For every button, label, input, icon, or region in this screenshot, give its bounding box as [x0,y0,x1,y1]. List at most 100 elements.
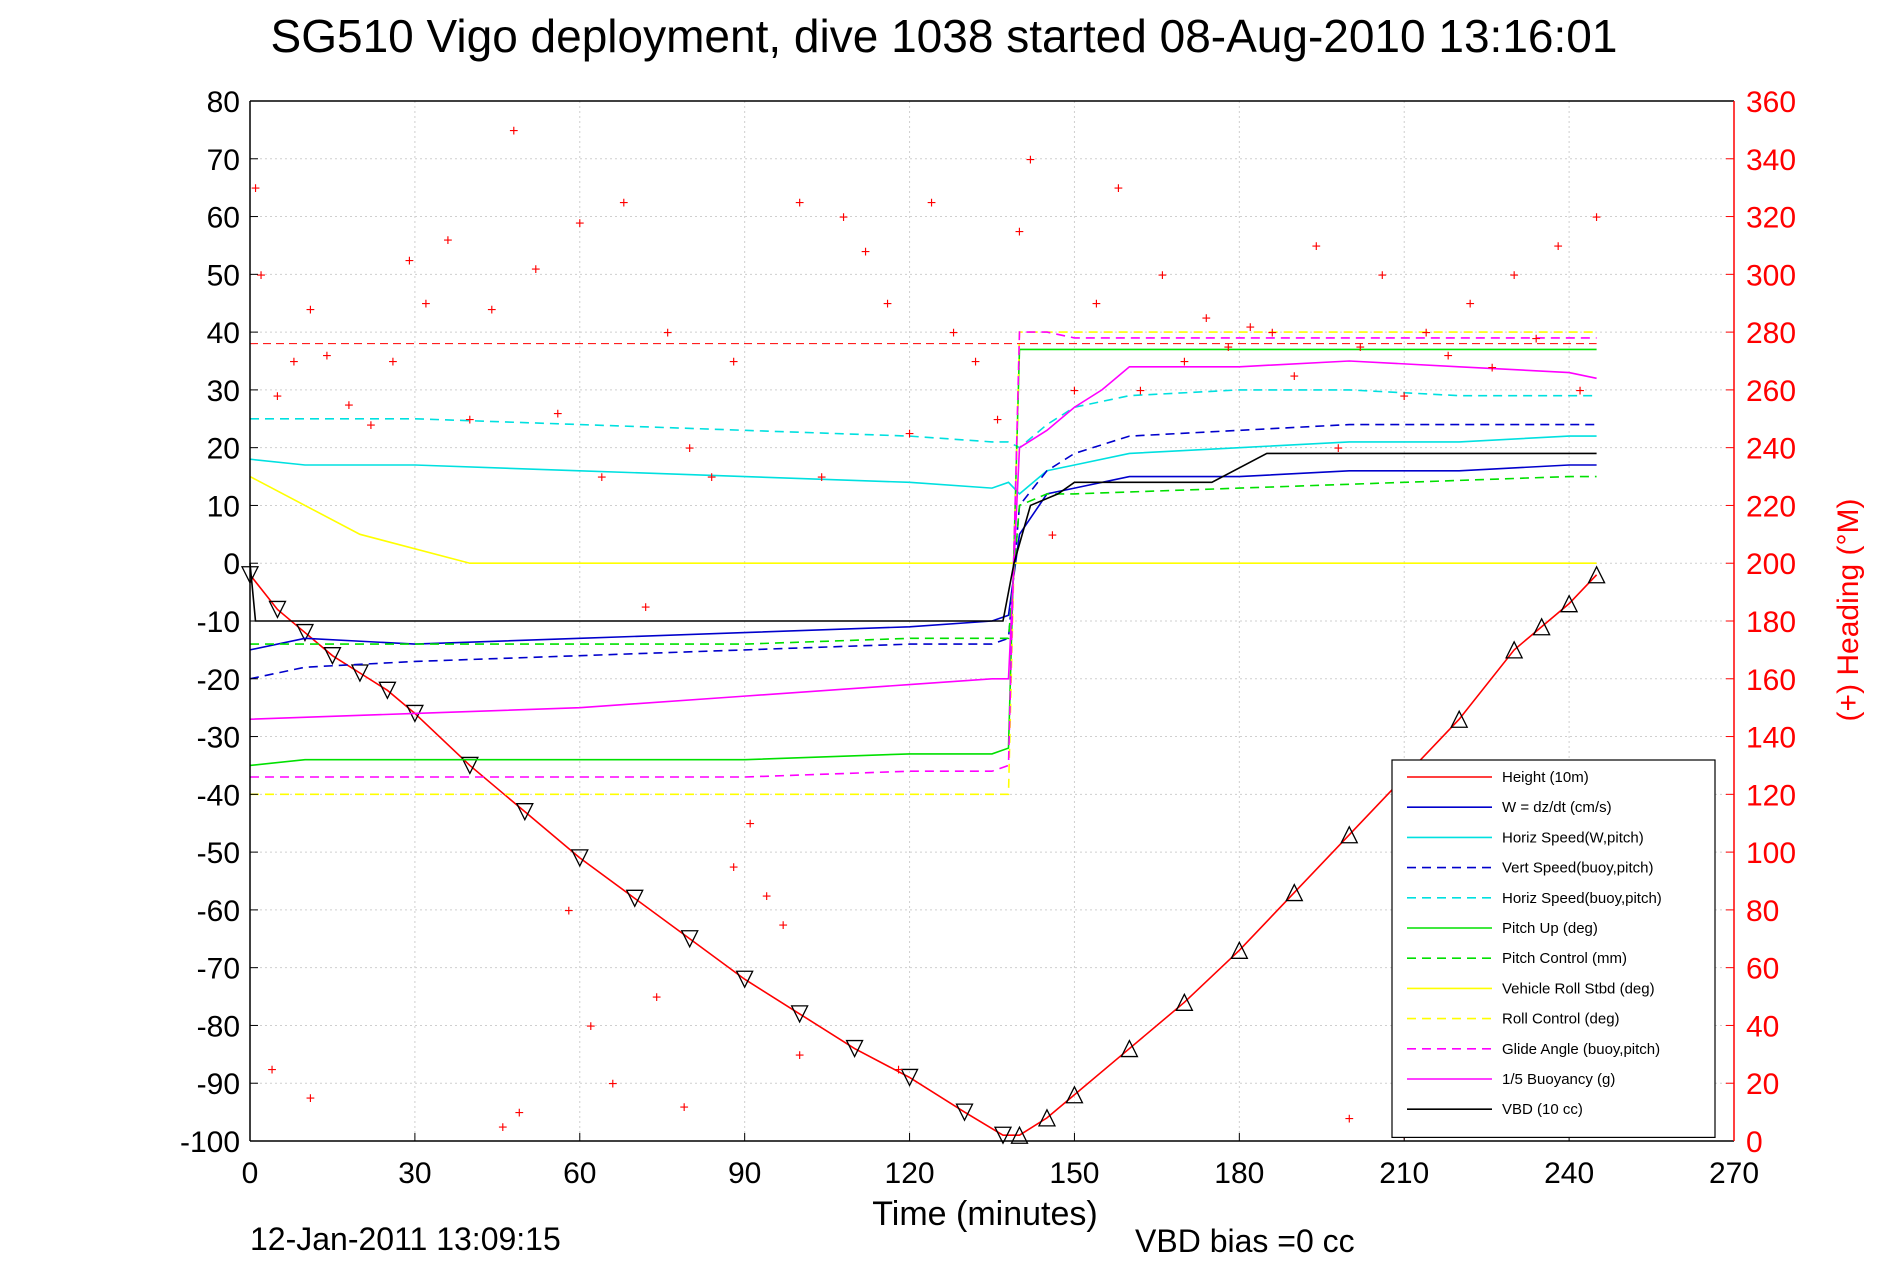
right-tick-label: 320 [1746,202,1796,235]
heading-point: + [905,426,914,443]
heading-point: + [256,267,265,284]
heading-point: + [306,302,315,319]
heading-point: + [1015,224,1024,241]
heading-point: + [680,1099,689,1116]
heading-point: + [1114,181,1123,198]
legend-label: Horiz Speed(buoy,pitch) [1502,890,1662,907]
heading-point: + [652,990,661,1007]
heading-point: + [993,412,1002,429]
height-marker [1010,1125,1029,1144]
y-tick-label: -70 [197,953,240,986]
x-tick-label: 210 [1379,1157,1429,1190]
series-line-1 [249,464,1597,651]
x-tick-label: 60 [563,1157,596,1190]
height-marker [1120,1039,1139,1058]
series-line-4 [250,389,1597,449]
heading-point: + [949,325,958,342]
y-tick-label: -90 [197,1068,240,1101]
right-tick-label: 100 [1746,837,1796,870]
y-tick-label: 50 [207,259,240,292]
heading-point: + [1553,238,1562,255]
heading-point: + [1180,354,1189,371]
height-marker [625,889,644,908]
heading-point: + [1136,383,1145,400]
height-marker [515,803,534,822]
right-tick-label: 0 [1746,1126,1763,1159]
x-tick-label: 0 [242,1157,259,1190]
right-tick-label: 160 [1746,664,1796,697]
series-line-11 [249,452,1597,622]
heading-point: + [1224,340,1233,357]
y-tick-label: 0 [223,548,240,581]
heading-point: + [267,1062,276,1079]
right-tick-label: 140 [1746,722,1796,755]
heading-point: + [1048,527,1057,544]
legend-label: VBD (10 cc) [1502,1101,1583,1118]
heading-point: + [971,354,980,371]
y-tick-label: 10 [207,490,240,523]
heading-point: + [1378,267,1387,284]
heading-point: + [1509,267,1518,284]
heading-point: + [1026,152,1035,169]
legend-label: Vehicle Roll Stbd (deg) [1502,980,1655,997]
height-marker [1560,594,1579,613]
height-marker [735,970,754,989]
heading-point: + [575,215,584,232]
heading-point: + [1575,383,1584,400]
legend-label: Vert Speed(buoy,pitch) [1502,860,1653,877]
heading-point: + [443,233,452,250]
height-marker [378,681,397,700]
series-line-7 [249,475,1597,565]
heading-point: + [273,389,282,406]
right-tick-label: 340 [1746,144,1796,177]
y-tick-label: -10 [197,606,240,639]
series-line-6 [250,475,1597,645]
heading-point: + [1356,340,1365,357]
height-marker [1505,640,1524,659]
right-tick-label: 300 [1746,259,1796,292]
x-axis-label: Time (minutes) [872,1195,1097,1233]
heading-point: + [729,354,738,371]
right-tick-label: 80 [1746,895,1779,928]
heading-point: + [388,354,397,371]
heading-point: + [795,1047,804,1064]
legend-label: Roll Control (deg) [1502,1011,1620,1028]
heading-point: + [663,325,672,342]
x-tick-label: 270 [1709,1157,1759,1190]
y-tick-label: -100 [180,1126,240,1159]
heading-point: + [1070,383,1079,400]
y-tick-label: -40 [197,779,240,812]
legend-label: Height (10m) [1502,769,1589,786]
height-marker [1532,617,1551,636]
heading-point: + [251,181,260,198]
heading-point: + [1246,319,1255,336]
heading-point: + [1466,296,1475,313]
heading-point: + [1158,267,1167,284]
heading-point: + [465,412,474,429]
legend-label: W = dz/dt (cm/s) [1502,799,1612,816]
y-tick-label: 30 [207,375,240,408]
height-marker [1175,992,1194,1011]
heading-point: + [839,210,848,227]
heading-point: + [553,406,562,423]
heading-point: + [641,600,650,617]
y-tick-label: -30 [197,722,240,755]
heading-point: + [322,348,331,365]
series-line-10 [249,360,1597,721]
heading-point: + [1345,1111,1354,1128]
height-marker [1285,883,1304,902]
heading-point: + [306,1091,315,1108]
legend-label: 1/5 Buoyancy (g) [1502,1071,1615,1088]
y-tick-label: -50 [197,837,240,870]
heading-point: + [405,253,414,270]
heading-point: + [745,816,754,833]
series-line-9 [250,331,1597,778]
footer-vbd-bias: VBD bias =0 cc [1135,1223,1355,1259]
heading-point: + [707,470,716,487]
series-line-3 [249,423,1597,680]
right-tick-label: 260 [1746,375,1796,408]
heading-point: + [817,470,826,487]
heading-point: + [1531,331,1540,348]
heading-point: + [597,470,606,487]
heading-point: + [795,195,804,212]
